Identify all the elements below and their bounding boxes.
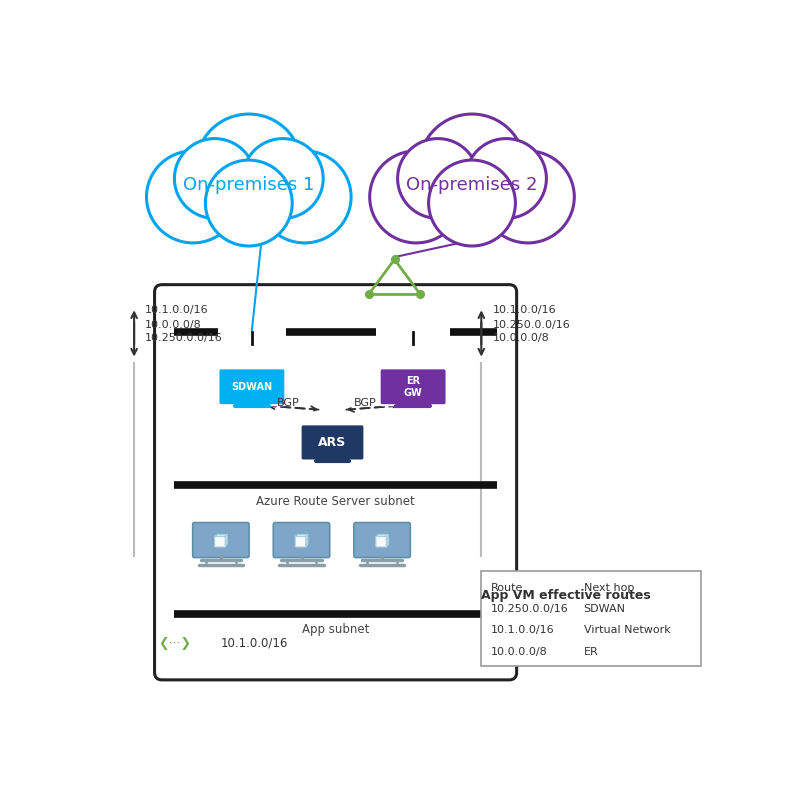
Circle shape bbox=[419, 114, 525, 218]
FancyBboxPatch shape bbox=[295, 536, 306, 547]
Text: 10.250.0.0/16: 10.250.0.0/16 bbox=[146, 333, 223, 343]
Text: 10.1.0.0/16: 10.1.0.0/16 bbox=[146, 305, 209, 316]
FancyBboxPatch shape bbox=[274, 523, 330, 558]
Circle shape bbox=[242, 139, 323, 218]
Polygon shape bbox=[377, 535, 389, 536]
Text: BGP: BGP bbox=[354, 398, 377, 407]
Text: 10.0.0.0/8: 10.0.0.0/8 bbox=[490, 646, 547, 657]
Polygon shape bbox=[306, 535, 308, 547]
Text: 10.0.0.0/8: 10.0.0.0/8 bbox=[493, 333, 550, 343]
Text: 10.1.0.0/16: 10.1.0.0/16 bbox=[493, 305, 556, 316]
Circle shape bbox=[398, 139, 478, 218]
Circle shape bbox=[258, 151, 351, 243]
Text: 10.1.0.0/16: 10.1.0.0/16 bbox=[490, 626, 554, 635]
FancyBboxPatch shape bbox=[482, 571, 702, 666]
FancyBboxPatch shape bbox=[193, 523, 249, 558]
FancyBboxPatch shape bbox=[376, 536, 387, 547]
Circle shape bbox=[429, 160, 515, 246]
Circle shape bbox=[482, 151, 574, 243]
Text: SDWAN: SDWAN bbox=[231, 382, 273, 392]
Text: Virtual Network: Virtual Network bbox=[584, 626, 670, 635]
Text: SDWAN: SDWAN bbox=[584, 604, 626, 614]
Text: ❮···❯: ❮···❯ bbox=[158, 637, 191, 650]
Text: 10.1.0.0/16: 10.1.0.0/16 bbox=[221, 637, 288, 650]
Text: ER
GW: ER GW bbox=[404, 376, 422, 398]
Polygon shape bbox=[386, 535, 389, 547]
Text: 10.250.0.0/16: 10.250.0.0/16 bbox=[493, 320, 570, 329]
FancyBboxPatch shape bbox=[301, 424, 365, 461]
Circle shape bbox=[206, 160, 292, 246]
Text: On-premises 2: On-premises 2 bbox=[406, 175, 538, 194]
Text: Next hop: Next hop bbox=[584, 583, 634, 593]
Text: ER: ER bbox=[584, 646, 598, 657]
Text: Route: Route bbox=[490, 583, 523, 593]
Text: BGP: BGP bbox=[277, 398, 299, 407]
Circle shape bbox=[196, 114, 302, 218]
Text: On-premises 1: On-premises 1 bbox=[183, 175, 314, 194]
Polygon shape bbox=[225, 535, 227, 547]
Text: ARS: ARS bbox=[318, 436, 346, 449]
FancyBboxPatch shape bbox=[154, 285, 517, 680]
Circle shape bbox=[466, 139, 546, 218]
Text: Azure Route Server subnet: Azure Route Server subnet bbox=[256, 494, 415, 508]
Circle shape bbox=[370, 151, 462, 243]
Circle shape bbox=[174, 139, 255, 218]
FancyBboxPatch shape bbox=[354, 523, 410, 558]
Polygon shape bbox=[296, 535, 308, 536]
Text: 10.250.0.0/16: 10.250.0.0/16 bbox=[490, 604, 568, 614]
Text: App subnet: App subnet bbox=[302, 623, 370, 637]
Text: App VM effective routes: App VM effective routes bbox=[482, 589, 651, 602]
Polygon shape bbox=[215, 535, 227, 536]
Circle shape bbox=[146, 151, 239, 243]
FancyBboxPatch shape bbox=[214, 536, 226, 547]
Text: 10.0.0.0/8: 10.0.0.0/8 bbox=[146, 320, 202, 329]
FancyBboxPatch shape bbox=[380, 368, 446, 405]
FancyBboxPatch shape bbox=[218, 368, 286, 405]
